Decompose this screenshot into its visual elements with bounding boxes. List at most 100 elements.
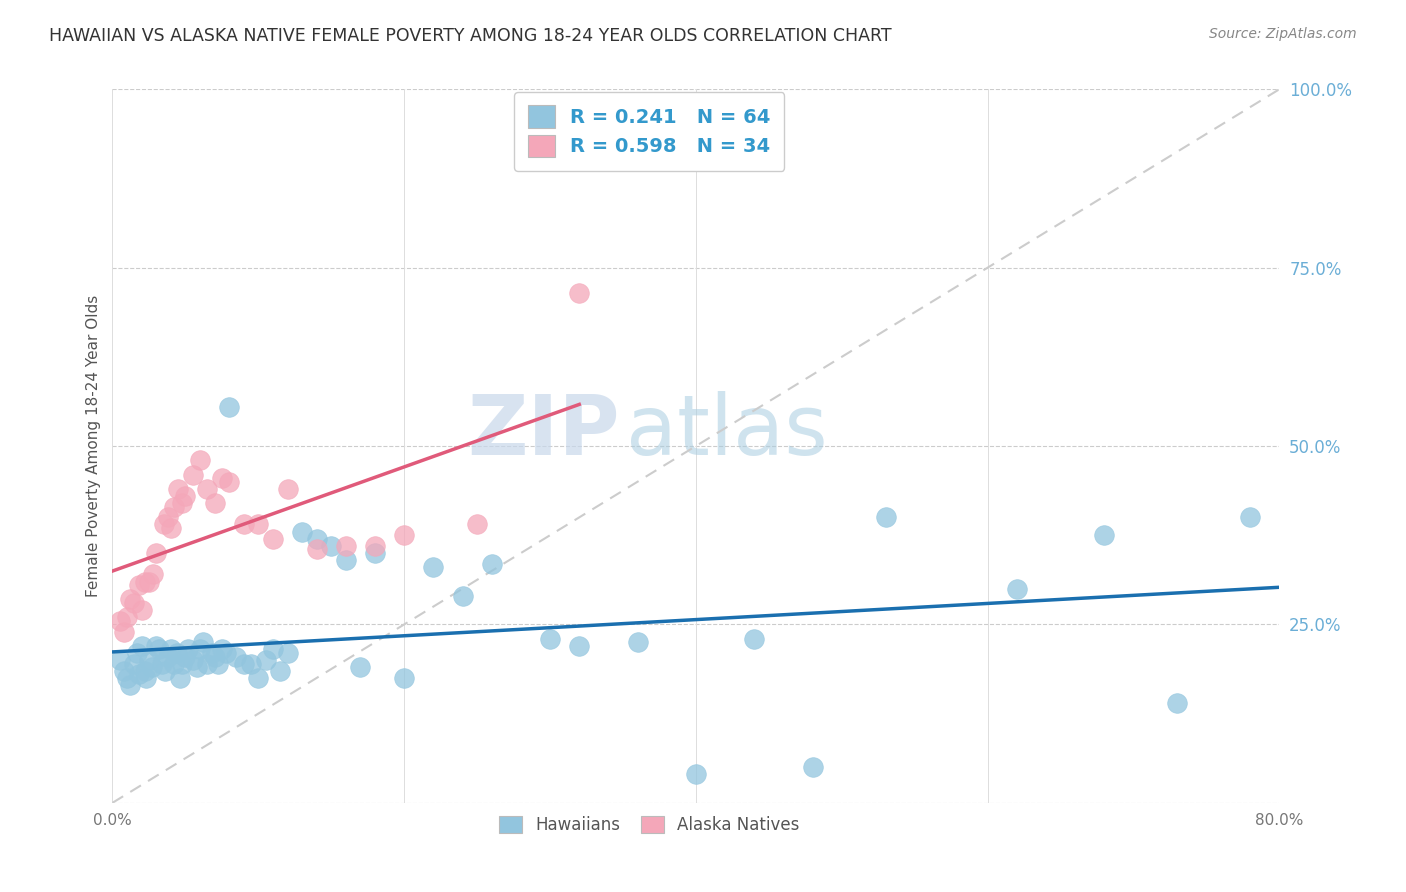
Point (240, 657, 263, 671)
Point (349, 660, 371, 674)
Point (305, 532, 328, 546)
Point (1005, 582, 1028, 596)
Point (115, 610, 138, 624)
Point (163, 500, 186, 514)
Point (207, 657, 229, 671)
Point (108, 653, 131, 667)
Point (153, 664, 176, 678)
Point (291, 524, 314, 539)
Point (166, 646, 188, 660)
Point (195, 657, 218, 671)
Point (191, 635, 214, 649)
Point (118, 592, 141, 607)
Point (742, 632, 765, 646)
Point (141, 660, 163, 674)
Point (247, 671, 270, 685)
Point (115, 671, 138, 685)
Point (364, 539, 387, 553)
Point (568, 285, 591, 300)
Point (156, 649, 179, 664)
Point (134, 574, 156, 589)
Point (169, 671, 191, 685)
Point (172, 657, 194, 671)
Point (145, 639, 167, 653)
Point (305, 542, 328, 557)
Point (131, 603, 153, 617)
Text: Source: ZipAtlas.com: Source: ZipAtlas.com (1209, 27, 1357, 41)
Point (177, 642, 200, 657)
Point (875, 510, 897, 524)
Point (481, 557, 503, 571)
Point (451, 589, 474, 603)
Point (128, 578, 150, 592)
Point (269, 664, 291, 678)
Point (211, 471, 233, 485)
Point (150, 657, 173, 671)
Point (685, 767, 707, 781)
Point (195, 482, 218, 496)
Point (1166, 696, 1188, 710)
Point (218, 400, 240, 414)
Point (152, 517, 174, 532)
Point (204, 649, 226, 664)
Point (186, 660, 208, 674)
Point (167, 482, 190, 496)
Point (156, 510, 179, 524)
Point (134, 664, 156, 678)
Point (138, 574, 160, 589)
Point (112, 624, 135, 639)
Point (124, 596, 146, 610)
Point (112, 664, 135, 678)
Point (276, 482, 298, 496)
Point (204, 496, 226, 510)
Text: atlas: atlas (626, 392, 828, 472)
Point (335, 553, 357, 567)
Text: HAWAIIAN VS ALASKA NATIVE FEMALE POVERTY AMONG 18-24 YEAR OLDS CORRELATION CHART: HAWAIIAN VS ALASKA NATIVE FEMALE POVERTY… (49, 27, 891, 45)
Point (465, 517, 488, 532)
Legend: Hawaiians, Alaska Natives: Hawaiians, Alaska Natives (492, 809, 806, 841)
Point (335, 539, 357, 553)
Point (172, 496, 194, 510)
Point (1094, 528, 1116, 542)
Point (160, 642, 183, 657)
Point (211, 642, 233, 657)
Point (422, 560, 444, 574)
Point (118, 678, 141, 692)
Point (262, 532, 284, 546)
Point (218, 475, 240, 489)
Point (188, 453, 211, 467)
Point (201, 646, 224, 660)
Point (232, 657, 254, 671)
Point (215, 646, 238, 660)
Point (131, 639, 153, 653)
Point (135, 671, 157, 685)
Point (1239, 510, 1261, 524)
Point (801, 760, 824, 774)
Point (627, 635, 650, 649)
Point (174, 489, 197, 503)
Point (247, 517, 270, 532)
Point (108, 614, 131, 628)
Point (254, 653, 277, 667)
Point (127, 646, 149, 660)
Point (321, 539, 343, 553)
Point (262, 642, 284, 657)
Point (364, 546, 387, 560)
Point (276, 646, 298, 660)
Point (538, 632, 561, 646)
Point (142, 567, 165, 582)
Point (568, 639, 591, 653)
Point (174, 649, 197, 664)
Point (160, 521, 183, 535)
Point (188, 642, 211, 657)
Text: ZIP: ZIP (468, 392, 620, 472)
Y-axis label: Female Poverty Among 18-24 Year Olds: Female Poverty Among 18-24 Year Olds (86, 295, 101, 597)
Point (148, 642, 170, 657)
Point (181, 653, 204, 667)
Point (124, 657, 146, 671)
Point (394, 528, 416, 542)
Point (128, 667, 150, 681)
Point (145, 546, 167, 560)
Point (181, 467, 204, 482)
Point (138, 653, 160, 667)
